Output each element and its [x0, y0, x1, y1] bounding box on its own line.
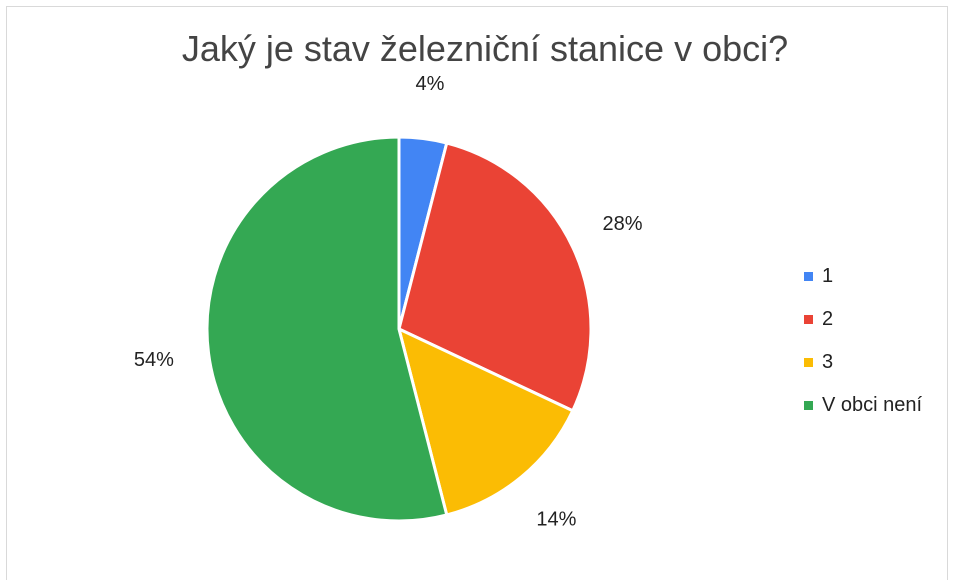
legend-swatch — [804, 272, 813, 281]
legend-label: 2 — [822, 308, 834, 330]
legend-item-v-obci-neni[interactable]: V obci není — [804, 384, 922, 427]
chart-frame — [6, 6, 948, 580]
data-label-1: 4% — [416, 73, 445, 95]
legend-item-2[interactable]: 2 — [804, 298, 922, 341]
legend-item-3[interactable]: 3 — [804, 341, 922, 384]
pie-slice-2[interactable] — [397, 141, 593, 413]
legend-label: 1 — [822, 265, 834, 287]
pie-slice-v-obci-není[interactable] — [205, 135, 449, 523]
data-label-v-obci-není: 54% — [134, 349, 174, 371]
data-label-2: 28% — [602, 213, 642, 235]
legend-swatch — [804, 358, 813, 367]
pie-slices — [205, 135, 593, 523]
pie-slice-3[interactable] — [397, 327, 575, 517]
data-label-3: 14% — [536, 508, 576, 530]
chart-title: Jaký je stav železniční stanice v obci? — [181, 28, 789, 69]
legend: 1 2 3 V obci není — [804, 255, 922, 427]
legend-swatch — [804, 401, 813, 410]
legend-swatch — [804, 315, 813, 324]
legend-label: 3 — [822, 351, 834, 373]
legend-item-1[interactable]: 1 — [804, 255, 922, 298]
legend-label: V obci není — [822, 394, 923, 416]
pie-data-labels: 4% 28% 14% 54% — [134, 73, 643, 530]
